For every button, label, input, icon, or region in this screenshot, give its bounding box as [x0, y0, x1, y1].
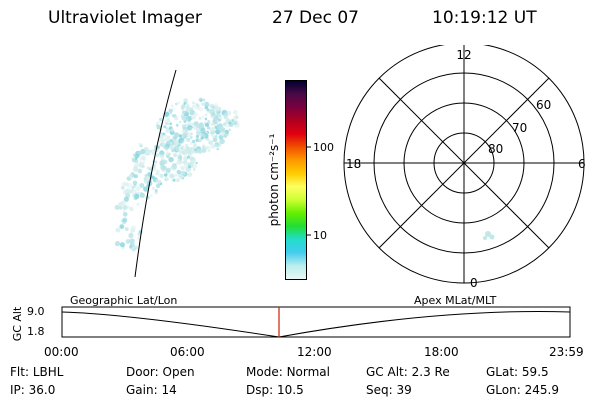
mlat-label-70: 70: [512, 121, 527, 135]
status-glat: GLat: 59.5: [486, 365, 549, 379]
status-seq: Seq: 39: [366, 383, 412, 397]
x-tick-1800: 18:00: [424, 345, 459, 359]
timeline-left-label: Geographic Lat/Lon: [70, 294, 178, 307]
colorbar-tick-10: 10: [313, 229, 327, 242]
mlt-label-6: 6: [578, 157, 586, 171]
mlat-label-60: 60: [536, 98, 551, 112]
polar-mlat-mlt-plot: 12 18 6 0 60 70 80: [343, 45, 586, 290]
x-tick-1200: 12:00: [297, 345, 332, 359]
timeline-frame: [61, 306, 571, 338]
mlt-label-18: 18: [346, 157, 361, 171]
x-tick-0600: 06:00: [170, 345, 205, 359]
mlat-label-80: 80: [488, 142, 503, 156]
mlt-label-0: 0: [470, 276, 478, 290]
mlt-label-12: 12: [456, 48, 471, 62]
colorbar-unit-label: photon cm⁻²s⁻¹: [267, 133, 281, 226]
orbit-altitude-timeline[interactable]: [60, 306, 576, 340]
polar-emission-patch: [483, 231, 495, 240]
x-tick-2359: 23:59: [549, 345, 584, 359]
geographic-image-panel: [114, 69, 240, 278]
colorbar-unit-text: photon cm⁻²s⁻¹: [267, 133, 281, 226]
timeline-axis-label: GC Alt: [11, 306, 24, 341]
status-dsp: Dsp: 10.5: [246, 383, 304, 397]
status-glon: GLon: 245.9: [486, 383, 559, 397]
y-tick-9: 9.0: [27, 305, 45, 318]
timeline-right-label: Apex MLat/MLT: [414, 294, 497, 307]
color-scale-bar: [285, 80, 307, 280]
status-flt: Flt: LBHL: [10, 365, 64, 379]
colorbar-tick-100: 100: [313, 141, 334, 154]
x-tick-0000: 00:00: [44, 345, 79, 359]
y-tick-1-8: 1.8: [27, 325, 45, 338]
gc-alt-label: GC Alt: [11, 306, 24, 341]
status-door: Door: Open: [126, 365, 195, 379]
status-ip: IP: 36.0: [10, 383, 56, 397]
header-date: 27 Dec 07: [272, 8, 359, 28]
altitude-curve: [61, 311, 571, 338]
polar-diagonal-2: [378, 77, 550, 249]
terminator-line: [134, 69, 177, 278]
status-mode: Mode: Normal: [246, 365, 330, 379]
header-time: 10:19:12 UT: [432, 8, 537, 28]
aurora-emission-cloud: [114, 97, 240, 252]
status-gc-alt: GC Alt: 2.3 Re: [366, 365, 450, 379]
app-title: Ultraviolet Imager: [48, 8, 202, 28]
color-scale-ticks: 100 10: [307, 141, 334, 242]
status-gain: Gain: 14: [126, 383, 177, 397]
